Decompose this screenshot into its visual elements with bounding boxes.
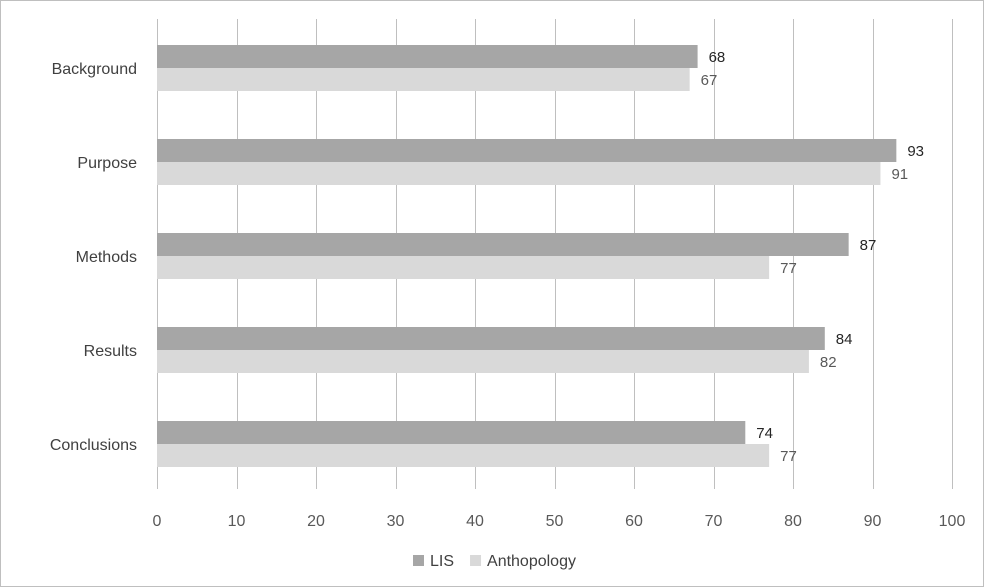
x-tick-label: 90 — [864, 513, 882, 530]
data-label: 77 — [780, 448, 797, 465]
x-tick-label: 60 — [625, 513, 643, 530]
category-label: Results — [84, 343, 137, 360]
x-tick-label: 80 — [784, 513, 802, 530]
legend-label: Anthopology — [487, 553, 576, 570]
bar-lis — [157, 139, 897, 162]
x-tick-label: 0 — [153, 513, 162, 530]
data-label: 74 — [756, 425, 773, 442]
bar-lis — [157, 327, 825, 350]
bar-lis — [157, 421, 746, 444]
data-label: 82 — [820, 354, 837, 371]
bars — [157, 45, 897, 467]
bar-lis — [157, 45, 698, 68]
x-tick-label: 30 — [387, 513, 405, 530]
x-tick-label: 100 — [939, 513, 966, 530]
x-tick-label: 50 — [546, 513, 564, 530]
x-tick-label: 20 — [307, 513, 325, 530]
x-tick-labels: 0 10 20 30 40 50 60 70 80 90 100 — [153, 513, 966, 530]
data-labels: 68 67 93 91 87 77 84 82 74 77 — [701, 49, 924, 465]
data-label: 87 — [860, 237, 877, 254]
data-label: 77 — [780, 260, 797, 277]
bar-anthopology — [157, 350, 809, 373]
bar-anthopology — [157, 256, 770, 279]
data-label: 68 — [709, 49, 726, 66]
bar-anthopology — [157, 162, 881, 185]
legend-swatch — [413, 555, 424, 566]
category-labels: Background Purpose Methods Results Conclusio… — [50, 61, 137, 454]
category-label: Conclusions — [50, 437, 137, 454]
legend-label: LIS — [430, 553, 454, 570]
legend: LIS Anthopology — [413, 553, 576, 570]
category-label: Background — [52, 61, 137, 78]
x-tick-label: 40 — [466, 513, 484, 530]
data-label: 67 — [701, 72, 718, 89]
data-label: 84 — [836, 331, 853, 348]
legend-swatch — [470, 555, 482, 566]
bar-anthopology — [157, 68, 690, 91]
data-label: 93 — [907, 143, 924, 160]
x-tick-label: 10 — [228, 513, 246, 530]
data-label: 91 — [891, 166, 908, 183]
x-tick-label: 70 — [705, 513, 723, 530]
category-label: Purpose — [77, 155, 137, 172]
bar-anthopology — [157, 444, 770, 467]
category-label: Methods — [76, 249, 137, 266]
bar-lis — [157, 233, 849, 256]
